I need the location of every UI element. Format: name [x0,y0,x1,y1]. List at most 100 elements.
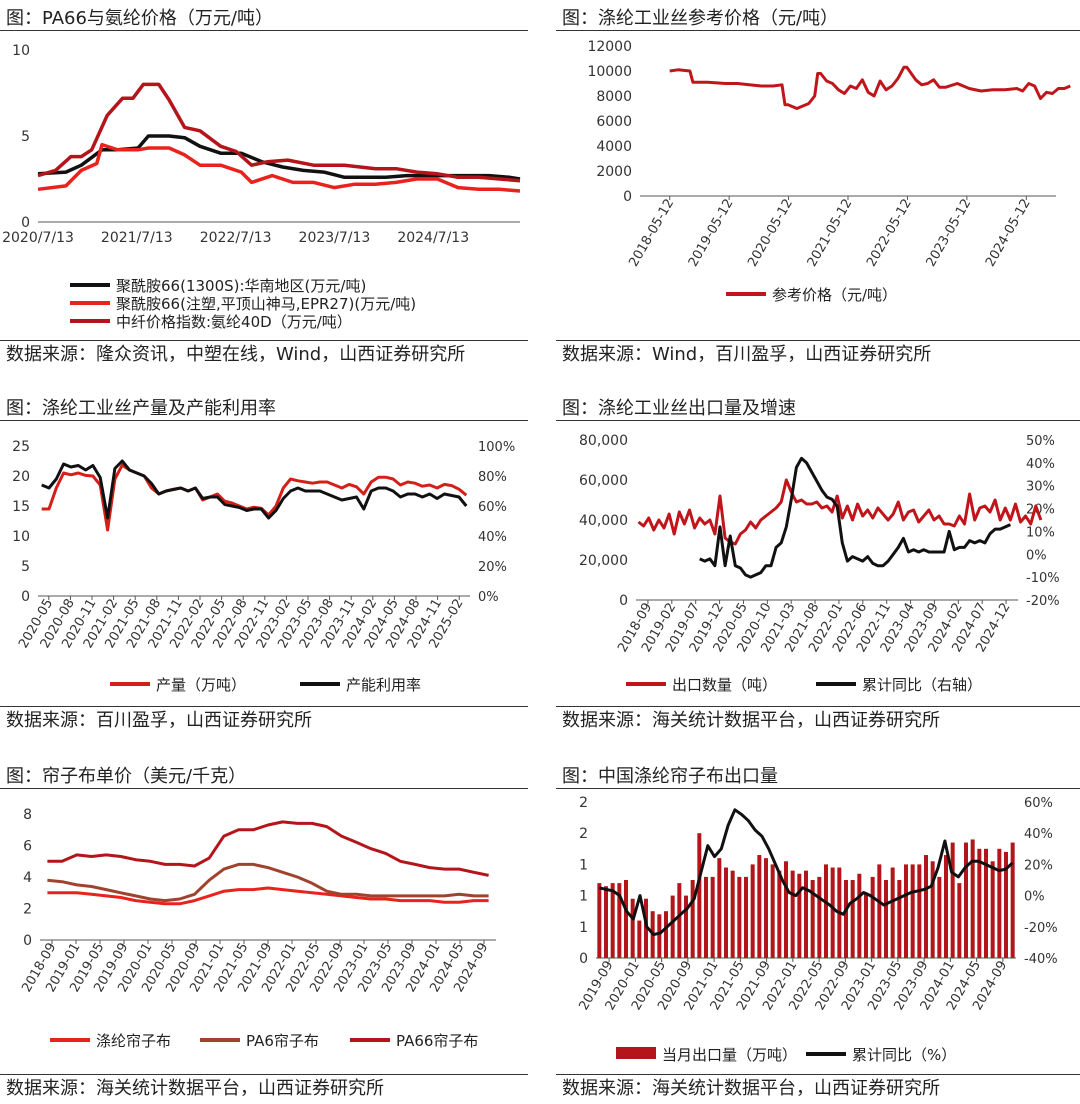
chart-source: 数据来源：海关统计数据平台，山西证券研究所 [6,1078,384,1099]
y-tick-label: 5 [21,129,30,145]
bar [870,876,875,958]
bar [737,876,742,958]
bar [964,842,968,958]
bar [804,870,808,958]
series-line-1 [47,862,489,903]
bar [710,876,715,958]
source-rule [0,340,528,341]
y-tick-label: 10 [12,529,30,545]
legend-label: 当月出口量（万吨） [662,1046,797,1064]
bar [1010,842,1015,958]
y-tick-label: 2 [579,826,588,842]
bar [630,898,635,958]
chart-panel-yarn-export: 图：涤纶工业丝出口量及增速 0 20,000 40,000 60,000 80,000 -… [556,396,1080,742]
bar [690,880,695,958]
bar [917,864,922,958]
y2-tick-label: -20% [1026,594,1060,609]
bar [637,920,642,958]
y2-tick-label: 20% [1024,858,1053,873]
y-tick-label: 0 [23,933,32,949]
bar [877,864,882,958]
chart-svg: 024682018-092019-012019-052019-092020-01… [19,807,496,1050]
bar [797,873,802,958]
y-tick-label: 10 [12,43,30,59]
chart-panel-pa66: 图：PA66与氨纶价格（万元/吨） 0 5 10 2020/7/13 2021/7/13… [0,0,528,396]
chart-title: 图：中国涤纶帘子布出口量 [562,766,778,787]
y-tick-label: 0 [21,589,30,605]
x-tick-label: 2023/7/13 [299,230,371,246]
y2-tick-label: 0% [1026,548,1047,563]
y-tick-label: 8000 [596,89,632,105]
title-rule [0,420,528,421]
y-tick-label: 1 [579,857,588,873]
chart-panel-yarn-output: 图：涤纶工业丝产量及产能利用率 0 5 10 15 20 25 0% 20% 40% 60% 80%… [0,396,528,742]
legend-label: 累计同比（右轴） [862,676,982,694]
bar [990,861,995,958]
chart-source: 数据来源：Wind，百川盈孚，山西证券研究所 [562,344,932,365]
y-tick-label: 4000 [596,139,632,155]
chart-svg: 0 5 10 2020/7/13 2021/7/13 2022/7/13 2023/7/13… [2,43,521,331]
chart-svg: 020,00040,00060,00080,000-20%-10%0%10%20… [579,433,1060,694]
legend-label: 涤纶帘子布 [96,1032,171,1050]
bar [644,898,648,958]
y2-tick-label: 0% [478,590,499,605]
legend-label: 中纤价格指数:氨纶40D（万元/吨） [116,313,352,331]
series-line-0 [669,65,1071,110]
y-tick-label: 15 [12,499,30,515]
title-rule [0,30,528,31]
y-tick-label: 2000 [596,164,632,180]
series-line-1 [599,808,1014,937]
bar [750,864,755,958]
y2-tick-label: 100% [478,440,515,455]
bar [890,867,895,958]
bar [1004,851,1008,958]
bar [884,880,888,958]
y2-tick-label: 80% [478,470,507,485]
bar [684,895,688,958]
chart-panel-cord-price: 图：帘子布单价（美元/千克） 0 2 4 6 8 2018-09 2019-01 2019-0… [0,760,528,1104]
series-line-0 [637,478,1043,546]
y2-tick-label: 50% [1026,434,1055,449]
bar [817,876,822,958]
chart-title: 图：涤纶工业丝产量及产能利用率 [6,398,276,419]
legend-label: 参考价格（元/吨） [772,286,897,304]
x-tick-label: 2019-05-12 [686,197,737,270]
y-tick-label: 10000 [587,64,632,80]
title-rule [556,788,1080,789]
chart-panel-cord-export: 图：中国涤纶帘子布出口量 0 1 1 1 2 2 -40% -20% 0% 20% 40% 60% 20… [556,760,1080,1104]
series-line-0 [41,463,468,532]
bar [657,914,662,958]
bar [677,883,682,958]
chart-title: 图：帘子布单价（美元/千克） [6,766,247,787]
bar [730,870,735,958]
legend-label: 产量（万吨） [156,676,246,694]
legend-label: 出口数量（吨） [672,676,777,694]
y2-tick-label: 30% [1026,480,1055,495]
bar [930,861,935,958]
bar [857,873,862,958]
bar [724,867,728,958]
chart-source: 数据来源：海关统计数据平台，山西证券研究所 [562,710,940,731]
source-rule [556,1074,1080,1075]
y-tick-label: 2 [579,795,588,811]
bar [810,880,815,958]
y-tick-label: 60,000 [579,473,628,489]
source-rule [556,340,1080,341]
y-tick-label: 20 [12,469,30,485]
bar [957,883,962,958]
chart-panel-industrial-yarn-price: 图：涤纶工业丝参考价格（元/吨） 0 2000 4000 6000 8000 10000 1… [556,0,1080,396]
x-tick-label: 2021-05-12 [805,197,856,270]
title-rule [556,30,1080,31]
bar [924,855,928,958]
y-tick-label: 0 [579,951,588,967]
y2-tick-label: 40% [1026,457,1055,472]
chart-svg: 05101520250%20%40%60%80%100%2020-052020-… [12,439,515,694]
bar [744,876,748,958]
y2-tick-label: 10% [1026,525,1055,540]
series-line-2 [47,820,489,877]
y-tick-label: 25 [12,439,30,455]
bar [997,848,1002,958]
legend-label: PA66帘子布 [396,1032,478,1050]
chart-source: 数据来源：隆众资讯，中塑在线，Wind，山西证券研究所 [6,344,466,365]
y-tick-label: 5 [21,559,30,575]
